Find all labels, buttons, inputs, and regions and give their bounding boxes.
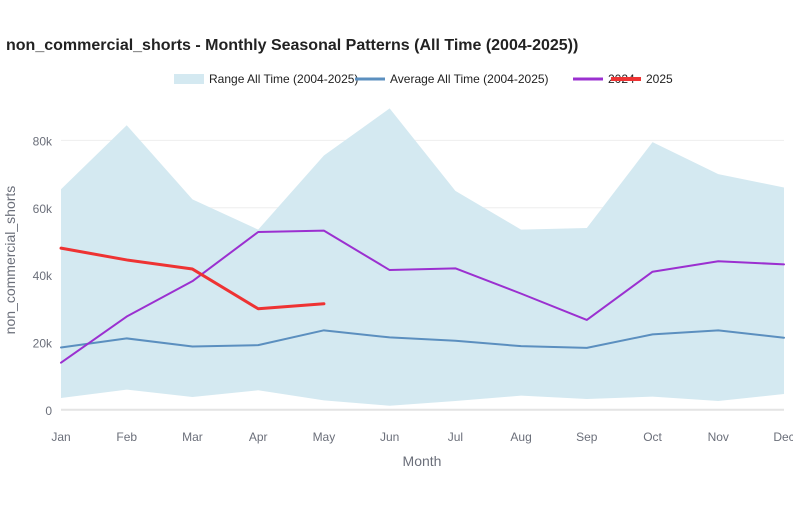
x-tick-label: Feb	[116, 430, 137, 444]
chart-title: non_commercial_shorts - Monthly Seasonal…	[6, 37, 578, 54]
x-axis-title: Month	[403, 453, 442, 469]
x-tick-label: Sep	[576, 430, 598, 444]
y-tick-label: 40k	[33, 269, 53, 283]
x-tick-label: Nov	[708, 430, 729, 444]
x-tick-label: Oct	[643, 430, 662, 444]
x-tick-label: Jul	[448, 430, 463, 444]
series-line-2025	[59, 246, 326, 311]
legend-label: Average All Time (2004-2025)	[390, 72, 549, 86]
legend-label: 2025	[646, 72, 673, 86]
y-tick-label: 80k	[33, 134, 53, 148]
y-axis-ticks: 0 20k 40k 60k 80k	[33, 134, 53, 417]
legend-item[interactable]: Range All Time (2004-2025)	[174, 72, 358, 86]
range-band	[61, 108, 784, 406]
x-tick-label: Jan	[51, 430, 70, 444]
x-axis-ticks: Jan Feb Mar Apr May Jun Jul Aug Sep Oct Nov Dec	[51, 430, 793, 444]
legend-label: Range All Time (2004-2025)	[209, 72, 358, 86]
x-tick-label: May	[313, 430, 336, 444]
legend-item[interactable]: 2025	[611, 72, 673, 86]
series-line-2024	[60, 229, 785, 364]
legend[interactable]: Range All Time (2004-2025) Average All Ti…	[174, 72, 673, 86]
series-lines	[59, 229, 785, 364]
y-tick-label: 20k	[33, 336, 53, 350]
x-tick-label: Dec	[773, 430, 793, 444]
y-tick-label: 60k	[33, 202, 53, 216]
series-line-average-all-time-2004-2025	[60, 329, 785, 349]
x-tick-label: Apr	[249, 430, 268, 444]
x-tick-label: Jun	[380, 430, 399, 444]
range-area	[61, 108, 784, 406]
x-tick-label: Mar	[182, 430, 203, 444]
legend-swatch	[174, 74, 204, 84]
y-tick-label: 0	[45, 404, 52, 418]
x-tick-label: Aug	[510, 430, 531, 444]
y-axis-title: non_commercial_shorts	[2, 186, 18, 335]
legend-item[interactable]: Average All Time (2004-2025)	[355, 72, 549, 86]
